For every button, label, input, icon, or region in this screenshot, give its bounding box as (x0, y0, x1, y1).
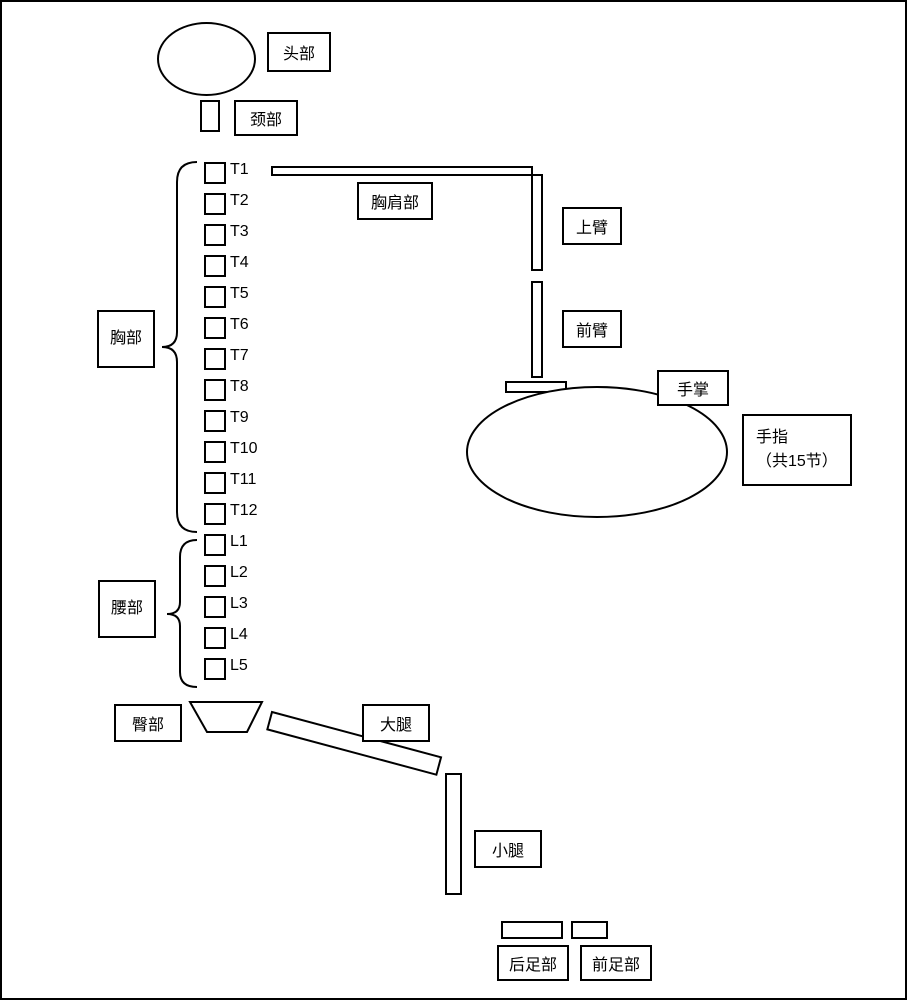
diagram-container: 头部 颈部 T1 T2 T3 T4 T5 T6 T7 T8 T9 T10 T11 T12 L1 L2 L3 L… (0, 0, 907, 1000)
spine-label: T6 (230, 316, 249, 334)
brace-overlay (2, 2, 907, 1002)
spine-label: T11 (230, 471, 256, 489)
spine-label: T1 (230, 161, 249, 179)
spine-box (204, 317, 226, 339)
fingers-label-l2: （共15节） (756, 450, 838, 474)
thigh-label: 大腿 (362, 704, 430, 742)
neck-rect (200, 100, 220, 132)
forearm-label: 前臂 (562, 310, 622, 348)
chest-shoulder-label: 胸肩部 (357, 182, 433, 220)
spine-box (204, 627, 226, 649)
hip-label: 臀部 (114, 704, 182, 742)
fingers-label: 手指 （共15节） (742, 414, 852, 486)
spine-box (204, 193, 226, 215)
spine-label: T7 (230, 347, 249, 365)
spine-box (204, 286, 226, 308)
fingers-label-l1: 手指 (756, 426, 838, 450)
spine-box (204, 162, 226, 184)
spine-label: T5 (230, 285, 249, 303)
spine-label: L3 (230, 595, 248, 613)
spine-box (204, 410, 226, 432)
spine-label: T4 (230, 254, 249, 272)
spine-box (204, 534, 226, 556)
spine-box (204, 379, 226, 401)
spine-box (204, 565, 226, 587)
upper-arm-label: 上臂 (562, 207, 622, 245)
spine-box (204, 255, 226, 277)
spine-label: L2 (230, 564, 248, 582)
spine-label: T3 (230, 223, 249, 241)
shin-label: 小腿 (474, 830, 542, 868)
head-label: 头部 (267, 32, 331, 72)
rear-foot-label: 后足部 (497, 945, 569, 981)
spine-box (204, 503, 226, 525)
spine-box (204, 596, 226, 618)
spine-label: T10 (230, 440, 258, 458)
spine-box (204, 472, 226, 494)
spine-label: L4 (230, 626, 248, 644)
waist-label: 腰部 (98, 580, 156, 638)
spine-label: T9 (230, 409, 249, 427)
spine-box (204, 658, 226, 680)
front-foot-label: 前足部 (580, 945, 652, 981)
spine-box (204, 224, 226, 246)
spine-label: T12 (230, 502, 258, 520)
spine-box (204, 348, 226, 370)
palm-label: 手掌 (657, 370, 729, 406)
chest-label: 胸部 (97, 310, 155, 368)
spine-label: T2 (230, 192, 249, 210)
head-circle (157, 22, 256, 96)
spine-box (204, 441, 226, 463)
neck-label: 颈部 (234, 100, 298, 136)
spine-label: T8 (230, 378, 249, 396)
spine-label: L5 (230, 657, 248, 675)
spine-label: L1 (230, 533, 248, 551)
